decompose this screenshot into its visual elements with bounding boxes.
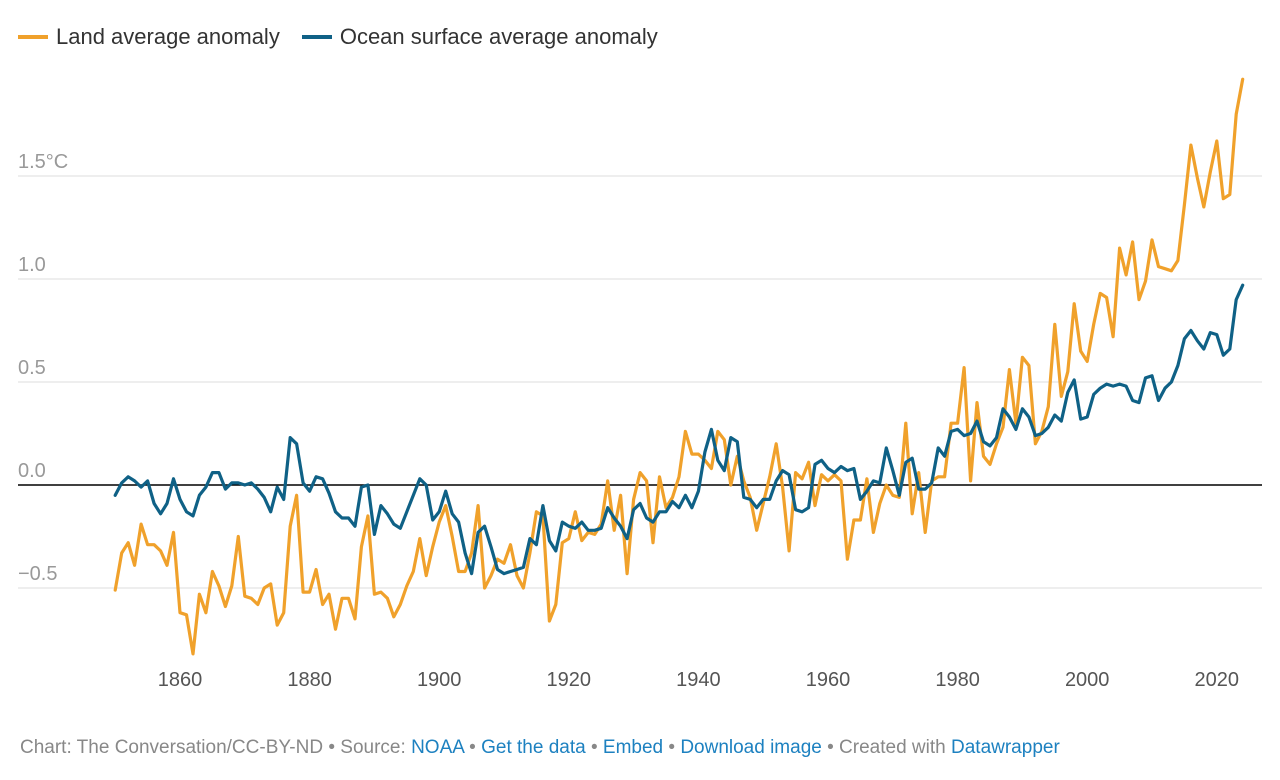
x-tick-label: 2000	[1065, 669, 1110, 691]
y-tick-label: 0.0	[18, 460, 46, 482]
footer-separator: •	[668, 737, 676, 758]
get-data-link[interactable]: Get the data	[481, 737, 586, 758]
x-tick-label: 1940	[676, 669, 721, 691]
footer-source-label: • Source:	[328, 737, 406, 758]
x-tick-label: 1900	[417, 669, 462, 691]
embed-link[interactable]: Embed	[602, 737, 664, 758]
x-tick-label: 2020	[1195, 669, 1240, 691]
footer: Chart: The Conversation/CC-BY-ND • Sourc…	[20, 737, 1060, 759]
y-tick-label: 1.5°C	[18, 151, 68, 173]
footer-credit: Chart: The Conversation/CC-BY-ND	[20, 737, 324, 758]
y-tick-label: 0.5	[18, 357, 46, 379]
x-tick-label: 1980	[935, 669, 980, 691]
y-tick-label: 1.0	[18, 254, 46, 276]
legend-item-ocean: Ocean surface average anomaly	[301, 24, 658, 50]
footer-separator: •	[590, 737, 598, 758]
series-line-land	[113, 77, 1245, 656]
x-tick-label: 1880	[287, 669, 332, 691]
legend-label-land: Land average anomaly	[56, 24, 280, 49]
footer-separator: •	[469, 737, 476, 758]
legend-swatch-land	[18, 35, 48, 39]
x-tick-label: 1960	[806, 669, 851, 691]
x-tick-label: 1920	[547, 669, 592, 691]
source-link-noaa[interactable]: NOAA	[411, 737, 464, 758]
legend: Land average anomaly Ocean surface avera…	[18, 24, 658, 50]
datawrapper-link[interactable]: Datawrapper	[951, 737, 1060, 758]
legend-item-land: Land average anomaly	[18, 24, 280, 50]
y-tick-label: −0.5	[18, 563, 57, 585]
footer-created-with: • Created with	[827, 737, 946, 758]
download-image-link[interactable]: Download image	[680, 737, 822, 758]
legend-label-ocean: Ocean surface average anomaly	[339, 24, 658, 49]
legend-swatch-ocean	[301, 35, 332, 39]
x-tick-label: 1860	[158, 669, 203, 691]
series-line-ocean	[113, 283, 1245, 576]
